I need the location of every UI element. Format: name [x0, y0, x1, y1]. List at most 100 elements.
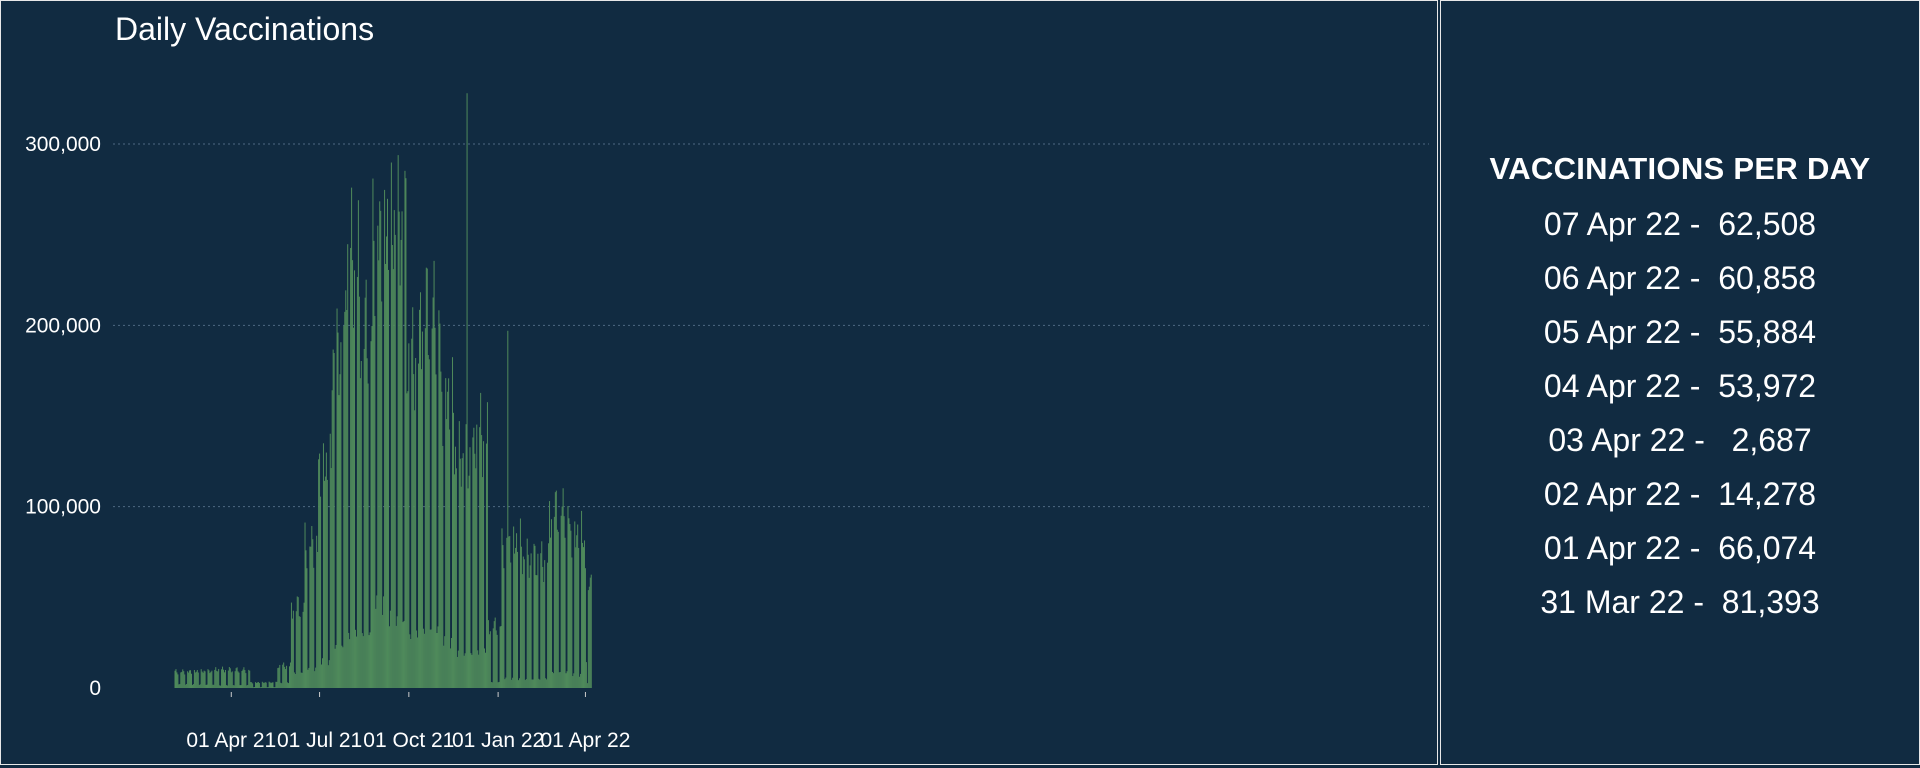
bar: [179, 684, 181, 688]
bar: [590, 574, 592, 688]
bar: [269, 682, 271, 688]
bar: [233, 685, 235, 688]
bar: [278, 667, 280, 688]
bar: [174, 670, 176, 688]
bar: [180, 672, 182, 688]
bar: [273, 687, 275, 688]
bar: [520, 546, 522, 688]
bar: [588, 586, 590, 688]
bar: [445, 378, 447, 688]
bar: [465, 424, 467, 688]
bar: [494, 617, 496, 688]
bar: [403, 620, 405, 688]
bar: [532, 679, 534, 688]
y-axis-ticks: 0 100,000 200,000 300,000: [25, 133, 101, 700]
bar: [350, 247, 352, 688]
bar: [289, 666, 290, 688]
bar: [416, 630, 418, 688]
entry-date: 31 Mar 22: [1540, 584, 1685, 620]
bar: [256, 682, 258, 688]
bar: [238, 672, 240, 688]
bar: [298, 616, 300, 688]
entry-date: 07 Apr 22: [1543, 206, 1681, 242]
bar: [389, 610, 391, 688]
bar: [392, 269, 394, 688]
bar: [253, 687, 255, 688]
bar: [330, 468, 332, 688]
bar: [260, 687, 262, 688]
bar: [193, 670, 195, 688]
bar: [283, 662, 285, 688]
entry-date: 03 Apr 22: [1548, 422, 1686, 458]
summary-entry: 03 Apr 22 - 2,687: [1548, 422, 1812, 458]
bar: [430, 629, 432, 688]
bar: [450, 648, 452, 688]
bar: [252, 683, 254, 688]
bar: [177, 674, 179, 688]
bar: [380, 210, 382, 688]
bar: [503, 568, 505, 688]
bars: [174, 93, 592, 689]
bar: [326, 479, 328, 688]
bar: [493, 621, 495, 688]
summary-entry: 02 Apr 22 - 14,278: [1543, 476, 1817, 512]
bar: [476, 424, 478, 688]
bar: [194, 672, 196, 688]
bar: [453, 474, 455, 688]
bar: [480, 392, 482, 688]
bar: [583, 540, 585, 688]
bar: [429, 629, 431, 688]
bar: [499, 626, 501, 688]
bar: [243, 667, 245, 688]
bar: [573, 673, 575, 688]
bar: [176, 672, 178, 688]
bar: [360, 361, 362, 688]
bar: [402, 622, 404, 688]
bar: [558, 672, 560, 688]
bar: [316, 535, 318, 688]
bar: [454, 446, 456, 688]
bar: [395, 625, 397, 688]
bar: [185, 684, 187, 688]
bar: [351, 187, 353, 688]
bar: [426, 268, 428, 688]
bar: [372, 178, 374, 689]
entry-value: 62,508: [1718, 206, 1817, 242]
entry-value: 60,858: [1718, 260, 1817, 296]
bar: [344, 311, 346, 688]
bar: [321, 658, 323, 688]
bar: [410, 638, 412, 688]
bar: [470, 653, 472, 688]
bar: [251, 682, 253, 688]
bar: [240, 685, 242, 688]
bar: [528, 577, 530, 688]
entry-value: 81,393: [1721, 584, 1820, 620]
bar: [401, 211, 403, 688]
bar: [438, 310, 440, 688]
bar: [317, 552, 319, 688]
bar: [505, 677, 507, 688]
bar: [375, 608, 377, 688]
bar: [292, 610, 294, 688]
bar: [249, 670, 251, 688]
bar: [331, 390, 333, 688]
bar: [262, 682, 264, 688]
entry-date: 06 Apr 22: [1543, 260, 1681, 296]
bar: [254, 687, 256, 688]
bar: [414, 410, 416, 688]
bar: [250, 682, 252, 688]
bar: [553, 516, 555, 688]
bar: [585, 662, 587, 688]
bar: [247, 684, 249, 688]
bar: [223, 672, 225, 688]
y-tick-label: 0: [89, 677, 101, 700]
bar: [504, 679, 506, 688]
bar: [548, 543, 550, 688]
bar: [219, 685, 221, 688]
bar: [309, 546, 311, 688]
bar: [191, 684, 193, 688]
bar: [285, 669, 287, 688]
bar: [521, 574, 523, 688]
bar: [441, 391, 443, 688]
bar: [478, 654, 480, 688]
